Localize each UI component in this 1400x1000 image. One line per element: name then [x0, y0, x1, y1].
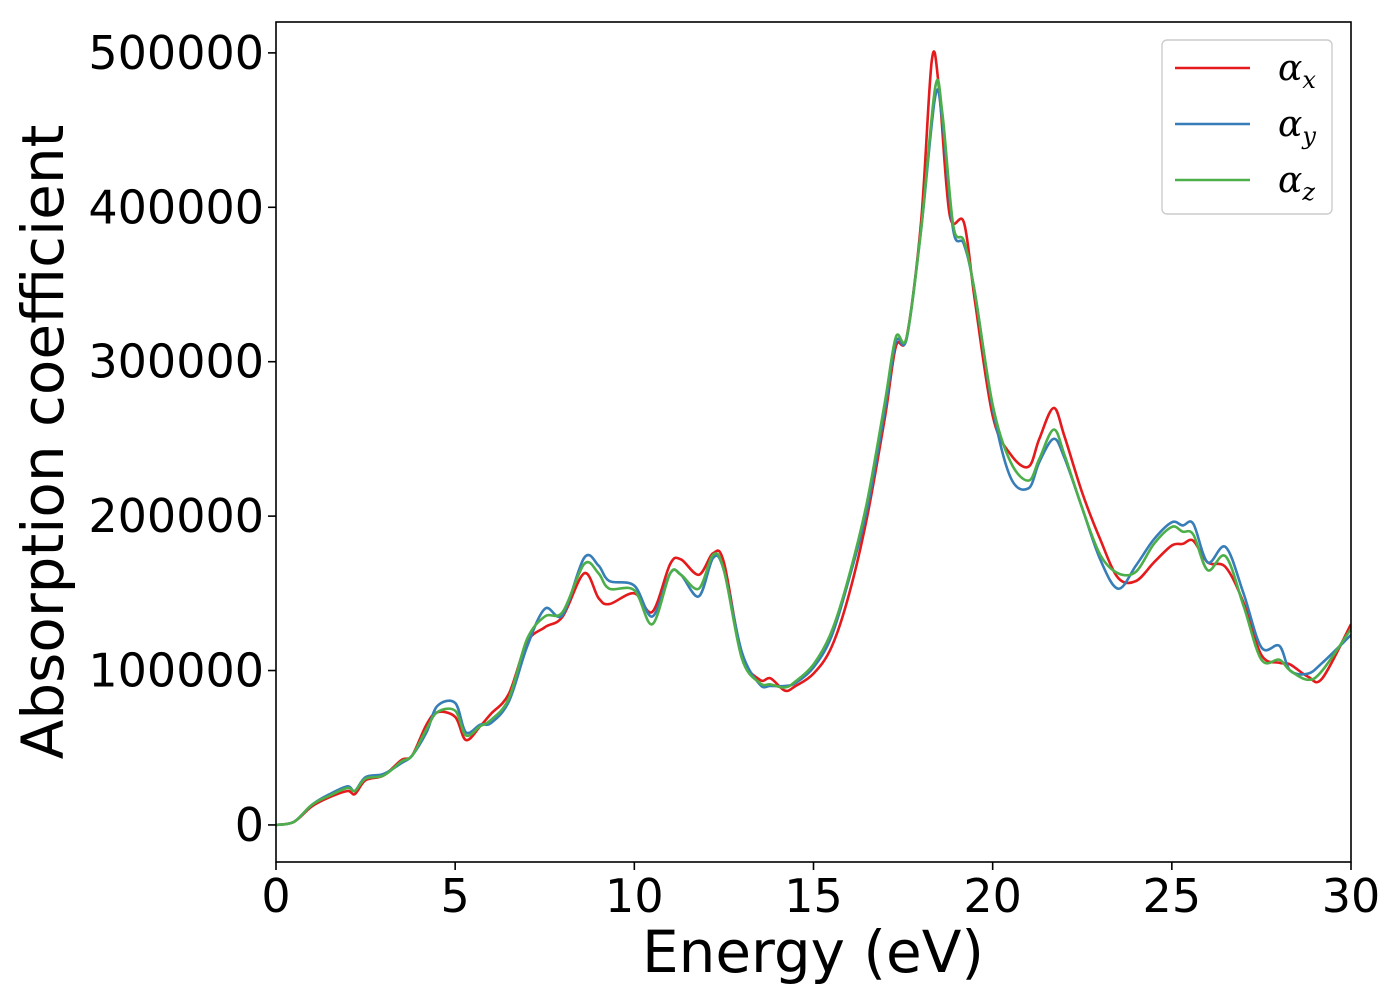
- legend-box: [1161, 39, 1333, 215]
- x-tick-label: 10: [605, 869, 664, 923]
- x-tick-label: 5: [441, 869, 470, 923]
- y-tick-label: 100000: [88, 644, 264, 698]
- x-tick-label: 30: [1322, 869, 1381, 923]
- y-tick-label: 200000: [88, 489, 264, 543]
- y-tick-label: 500000: [88, 26, 264, 80]
- y-tick-label: 400000: [88, 180, 264, 234]
- x-axis: 0 5 10 15 20 25 30: [261, 862, 1380, 923]
- series-line-alpha-x: [276, 50, 1351, 827]
- x-tick-label: 20: [963, 869, 1022, 923]
- series-line-alpha-z: [276, 78, 1351, 827]
- x-axis-title: Energy (eV): [642, 918, 984, 986]
- y-axis: 0 100000 200000 300000 400000 500000: [88, 26, 276, 852]
- series-lines: [276, 50, 1351, 827]
- x-tick-label: 15: [784, 869, 843, 923]
- x-tick-label: 25: [1143, 869, 1202, 923]
- y-tick-label: 300000: [88, 335, 264, 389]
- y-axis-title: Absorption coefficient: [9, 125, 77, 760]
- x-tick-label: 0: [261, 869, 290, 923]
- series-line-alpha-y: [276, 88, 1351, 827]
- y-tick-label: 0: [235, 798, 264, 852]
